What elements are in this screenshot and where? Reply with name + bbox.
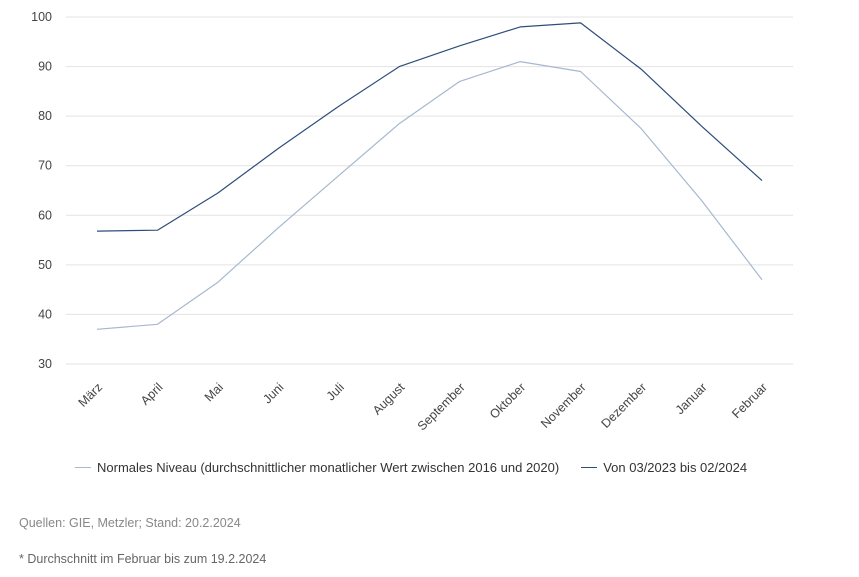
y-tick-label: 90: [38, 60, 52, 74]
x-axis: März April Mai Juni Juli August September Oktob…: [76, 380, 771, 434]
x-tick-label: Juni: [260, 380, 286, 406]
x-tick-label: November: [538, 380, 589, 431]
series-lines: [96, 22, 763, 330]
y-axis: 30 40 50 60 70 80 90 100: [31, 10, 52, 371]
legend-label-current: Von 03/2023 bis 02/2024: [603, 460, 748, 475]
x-tick-label: Dezember: [599, 380, 650, 431]
x-tick-label: Mai: [202, 380, 226, 404]
legend-item-current[interactable]: Von 03/2023 bis 02/2024: [581, 460, 747, 475]
legend-swatch-current: [581, 467, 598, 468]
source-note: Quellen: GIE, Metzler; Stand: 20.2.2024: [19, 516, 241, 530]
legend: Normales Niveau (durchschnittlicher mona…: [75, 460, 747, 475]
y-tick-label: 70: [38, 159, 52, 173]
x-tick-label: April: [138, 380, 166, 408]
x-tick-label: August: [370, 380, 408, 418]
gridlines: [66, 16, 793, 365]
y-tick-label: 50: [38, 258, 52, 272]
x-tick-label: September: [415, 380, 468, 433]
x-tick-label: Januar: [673, 380, 710, 417]
legend-label-normal: Normales Niveau (durchschnittlicher mona…: [97, 460, 560, 475]
y-tick-label: 100: [31, 10, 52, 24]
x-tick-label: Februar: [729, 380, 770, 421]
line-chart: 30 40 50 60 70 80 90 100 März April Mai Juni Juli Au…: [31, 10, 793, 434]
footnote: * Durchschnitt im Februar bis zum 19.2.2…: [19, 552, 267, 566]
series-line-current: [96, 22, 763, 232]
series-line-normal: [96, 60, 763, 330]
legend-item-normal[interactable]: Normales Niveau (durchschnittlicher mona…: [75, 460, 559, 475]
y-tick-label: 80: [38, 109, 52, 123]
legend-swatch-normal: [75, 467, 91, 468]
x-tick-label: März: [76, 380, 106, 410]
y-tick-label: 60: [38, 208, 52, 222]
x-tick-label: Juli: [324, 380, 347, 403]
x-tick-label: Oktober: [487, 380, 528, 421]
y-tick-label: 30: [38, 357, 52, 371]
y-tick-label: 40: [38, 307, 52, 321]
